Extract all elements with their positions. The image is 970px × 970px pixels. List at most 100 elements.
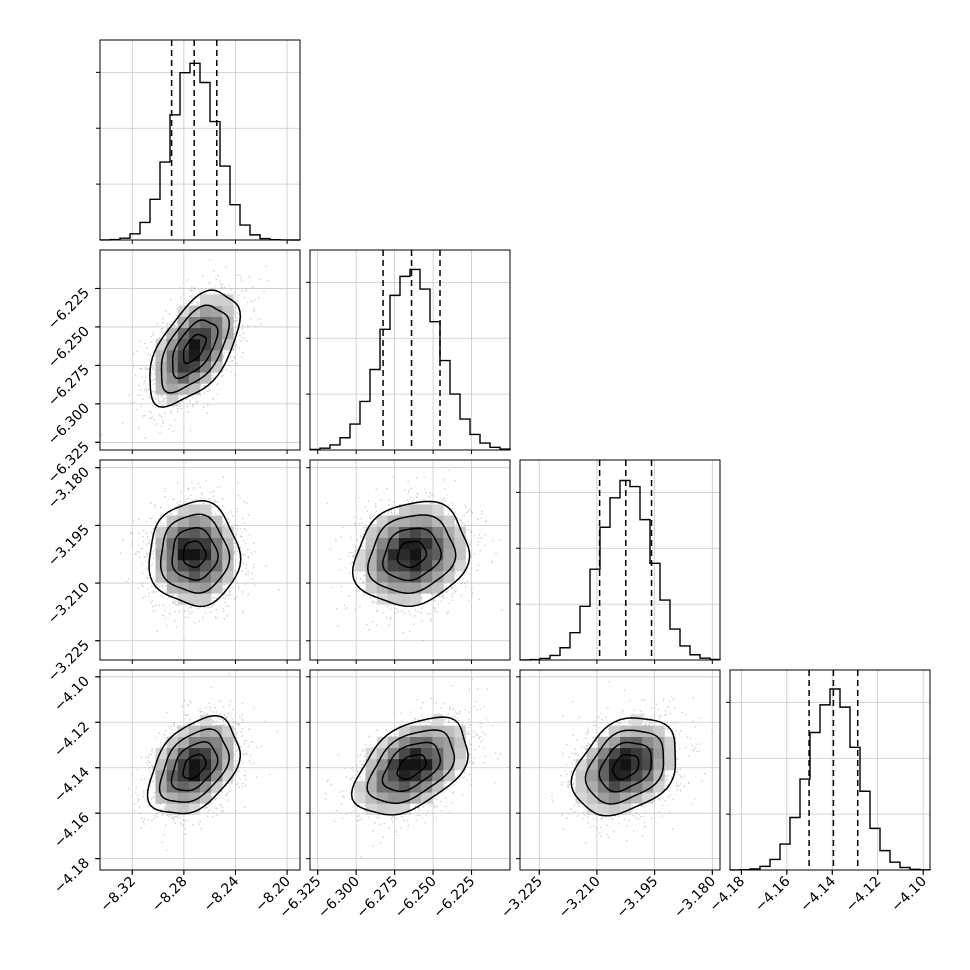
density-cell (398, 548, 411, 561)
density-cell (376, 582, 389, 594)
contour-line (170, 741, 219, 792)
density-cell (211, 560, 223, 572)
density-cell (200, 515, 212, 527)
density-cell (155, 526, 167, 539)
density-cell (200, 537, 212, 550)
contour-line (396, 753, 427, 780)
panel-frame (519, 669, 721, 871)
density-cell (188, 770, 201, 782)
density-cell (575, 758, 587, 771)
density-cell (597, 770, 610, 782)
density-cell (387, 781, 400, 793)
density-cell (410, 736, 422, 749)
density-cell (387, 792, 400, 804)
density-cell (631, 792, 643, 804)
density-cell (608, 781, 621, 793)
x-tick-label: −8.32 (97, 874, 139, 916)
density-cell (200, 725, 212, 737)
density-cell (421, 747, 433, 760)
density-cell (177, 504, 190, 516)
density-cell (166, 383, 179, 395)
density-cell (631, 781, 643, 793)
density-cell (188, 526, 201, 539)
scatter-panel-3-2 (516, 669, 721, 874)
density-cell (454, 526, 466, 539)
density-cell (211, 770, 223, 782)
scatter-panel-3-1 (306, 669, 511, 874)
contour-line (350, 716, 469, 816)
density-cell (443, 548, 455, 561)
panels: −8.32 −8.28 −8.24 −8.20−6.325−6.300−6.275−6… (45, 39, 931, 922)
density-cell (222, 526, 234, 539)
density-cell (443, 758, 455, 771)
density-cell (177, 327, 190, 340)
density-cell (398, 792, 411, 804)
histogram-panel-3 (726, 669, 931, 874)
density-cell (177, 593, 190, 605)
density-cell (410, 537, 422, 550)
density-cell (211, 548, 223, 561)
density-cell (586, 792, 599, 804)
density-cell (188, 781, 201, 793)
y-tick-label: −3.210 (45, 580, 93, 628)
density-cell (597, 781, 610, 793)
contour-line (171, 527, 219, 581)
density-cell (586, 758, 599, 771)
density-cell (631, 714, 643, 726)
density-cell (365, 792, 377, 804)
density-cell (211, 350, 223, 362)
density-cell (166, 526, 179, 539)
x-tick-label: −4.14 (797, 873, 839, 915)
x-tick-label: −6.300 (315, 874, 363, 922)
histogram-panel-1 (306, 249, 511, 454)
density-cell (398, 803, 411, 815)
density-cell (608, 803, 621, 815)
density-cell (188, 725, 201, 737)
scatter-panel-1-0 (96, 249, 301, 454)
density-cell (188, 515, 201, 527)
density-cell (597, 758, 610, 771)
density-cell (454, 725, 466, 737)
density-cell (410, 747, 422, 760)
density-cell (387, 582, 400, 594)
panel-frame (729, 669, 931, 871)
density-cell (620, 803, 632, 815)
density-cell (387, 548, 400, 561)
density-cell (376, 571, 389, 583)
density-cell (155, 781, 167, 793)
density-cell (410, 515, 422, 527)
density-cell (188, 792, 201, 804)
density-cell (200, 747, 212, 760)
y-tick-label: −6.275 (45, 362, 93, 410)
density-cell (222, 736, 234, 749)
panel-frame (99, 39, 301, 241)
y-tick-labels-1: −6.325−6.300−6.275−6.250−6.225 (45, 285, 100, 487)
x-tick-label: −6.225 (430, 874, 478, 922)
density-cell (421, 792, 433, 804)
y-tick-label: −3.195 (45, 522, 93, 570)
density-cell (620, 758, 632, 771)
density-cell (597, 747, 610, 760)
density-cell (410, 571, 422, 583)
density-cell (653, 758, 665, 771)
density-cell (177, 515, 190, 527)
density-cell (376, 537, 389, 550)
density-cell (387, 560, 400, 572)
density-cell (631, 747, 643, 760)
panel-frame (309, 669, 511, 871)
y-tick-label: −6.225 (45, 285, 93, 333)
density-cell (166, 781, 179, 793)
density-cell (421, 515, 433, 527)
density-cell (222, 770, 234, 782)
density-cell (188, 548, 201, 561)
density-cell (398, 758, 411, 771)
density-cell (222, 537, 234, 550)
density-group (119, 476, 280, 640)
contour-line (158, 728, 230, 803)
density-cell (200, 294, 212, 306)
density-cell (642, 747, 654, 760)
density-cell (188, 383, 201, 395)
density-cell (443, 571, 455, 583)
density-cell (432, 560, 444, 572)
y-tick-label: −6.300 (45, 400, 93, 448)
